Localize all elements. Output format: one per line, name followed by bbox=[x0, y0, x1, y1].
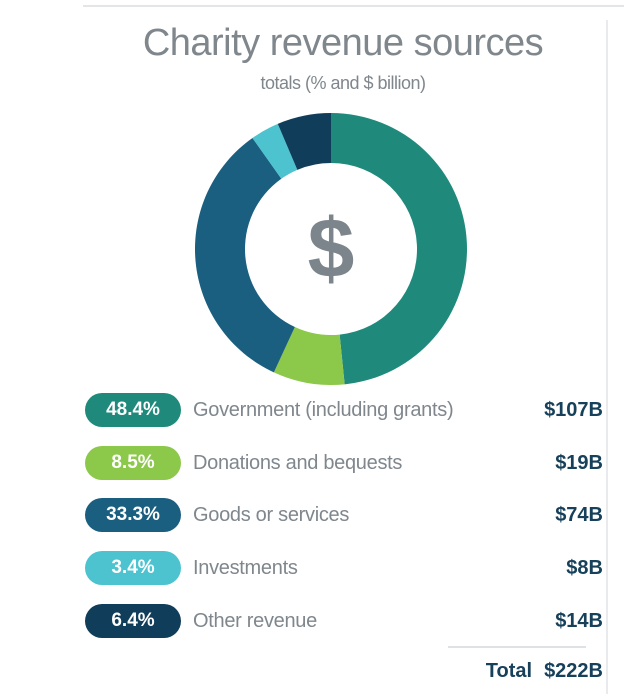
chart-title: Charity revenue sources bbox=[142, 22, 544, 64]
legend-value: $19B bbox=[555, 451, 603, 474]
legend-row: 6.4% Other revenue $14B bbox=[85, 603, 603, 638]
legend-value: $14B bbox=[555, 609, 603, 632]
total-value: $222B bbox=[544, 660, 603, 682]
legend-label: Donations and bequests bbox=[193, 451, 403, 474]
legend-value: $8B bbox=[566, 557, 603, 580]
legend-value: $107B bbox=[544, 399, 603, 421]
donut-slice bbox=[252, 123, 298, 179]
legend-value: $74B bbox=[555, 504, 603, 527]
percent-pill: 33.3% bbox=[85, 498, 181, 533]
dollar-sign-icon: $ bbox=[308, 201, 355, 295]
chart-subtitle: totals (% and $ billion) bbox=[260, 73, 426, 93]
legend-row: 8.5% Donations and bequests $19B bbox=[85, 445, 603, 480]
legend-row: 33.3% Goods or services $74B bbox=[85, 498, 603, 533]
legend-label: Government (including grants) bbox=[193, 399, 454, 421]
percent-pill: 3.4% bbox=[85, 551, 181, 586]
donut-slice bbox=[273, 327, 345, 385]
right-divider bbox=[606, 20, 608, 694]
legend-label: Investments bbox=[193, 557, 298, 580]
donut-slice bbox=[331, 113, 467, 385]
percent-pill: 48.4% bbox=[85, 393, 181, 427]
legend-label: Other revenue bbox=[193, 609, 317, 632]
donut-slice bbox=[195, 137, 295, 373]
total-row: Total $222B bbox=[474, 660, 603, 683]
percent-pill: 8.5% bbox=[85, 445, 181, 480]
donut-slice bbox=[277, 113, 331, 170]
total-label: Total bbox=[485, 660, 533, 682]
total-divider bbox=[448, 646, 586, 648]
legend-row: 3.4% Investments $8B bbox=[85, 551, 603, 586]
legend-row: 48.4% Government (including grants) $107… bbox=[85, 393, 603, 427]
top-divider bbox=[83, 5, 624, 7]
legend-label: Goods or services bbox=[193, 504, 350, 527]
percent-pill: 6.4% bbox=[85, 603, 181, 638]
